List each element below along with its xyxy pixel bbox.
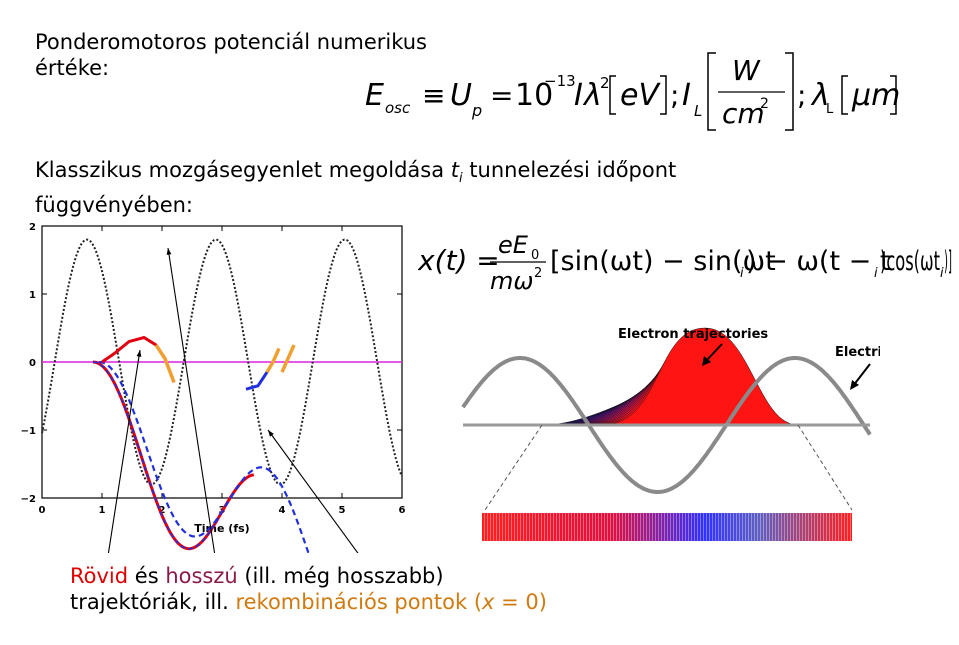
f1-semi2: ; [797,79,806,112]
f1-Lsub: L [694,102,702,120]
heading2-sub-i: i [459,171,463,187]
heading1-line1: Ponderomotoros potenciál numerikus [35,30,427,54]
recombination-long [280,344,296,373]
f1-um: μm [851,78,900,113]
f1-IL: I [682,78,691,113]
label-electric-field: Electric field [835,345,880,360]
f1-semi1: ; [670,79,679,112]
caption: Rövid és hosszú (ill. még hosszabb) traj… [70,563,547,615]
arrowhead-trajectories [702,356,711,366]
f1-cmexp: 2 [760,96,769,112]
heading2-text-a: Klasszikus mozgásegyenlet megoldása [35,158,451,182]
arrow-short [107,349,141,553]
formula-ponderomotive: E osc ≡ U p = 10 −13 I λ 2 eV ; I L W cm… [365,52,900,131]
f1-p: p [471,101,482,120]
f1-sq: 2 [600,74,610,92]
f2-num: eE [498,231,529,259]
f2-rest2b: )cos(ωt [880,246,940,277]
f1-eq: = [490,79,513,112]
f2-lhs: x(t) = [418,244,500,277]
f1-lambdaL: λ [810,78,830,113]
heading2-t: t [450,158,459,182]
caption-hosszu: hosszú [165,564,238,588]
series-long-red [92,360,255,551]
recombination-mid [265,347,281,374]
caption-line2a: trajektóriák, ill. [70,590,236,614]
arrow-longer-head [268,430,274,437]
y-tick-label: −1 [21,426,36,437]
x-tick-label: 1 [99,505,106,516]
series-field-dotted [41,238,403,486]
f1-lambda: λ [582,78,602,113]
f2-sub-i2: i [874,266,878,281]
f1-E: E [365,78,384,113]
f1-Lsub2: L [826,102,834,117]
f1-eV: eV [620,78,661,113]
f1-10: 10 [515,78,553,113]
heading2-line2: függvényében: [35,193,194,218]
f2-sub-i3: i [940,266,944,281]
heading-ponderomotive: Ponderomotoros potenciál numerikus érték… [35,29,427,81]
trajectory-diagram: Electron trajectories Electric field [461,327,880,541]
caption-line2: trajektóriák, ill. rekombinációs pontok … [70,589,547,615]
x-tick-label: 2 [159,505,166,516]
zoom-line-right [797,424,853,511]
caption-rekomb: rekombinációs pontok ( [235,590,483,614]
f2-bracket: [sin(ωt) − sin(ωt [550,246,776,277]
caption-line1: Rövid és hosszú (ill. még hosszabb) [70,563,547,589]
heading1-line2: értéke: [35,56,110,80]
arrowhead-field [850,380,859,390]
f1-cm: cm [722,97,765,130]
caption-rovid: Rövid [70,564,129,588]
recombination-short [154,344,176,384]
y-tick-label: −2 [21,494,36,505]
caption-rest1: (ill. még hosszabb) [237,564,444,588]
f2-rest3: )] [944,246,952,277]
f1-U: U [450,78,472,113]
y-tick-label: 2 [29,222,36,233]
electric-field-wave [461,356,872,494]
heading2-line1: Klasszikus mozgásegyenlet megoldása ti t… [35,157,676,192]
f2-num-sub: 0 [531,248,539,263]
label-electron-trajectories: Electron trajectories [618,327,768,342]
y-tick-label: 1 [29,290,36,301]
f2-rest1: ) − ω(t − t [746,246,890,277]
recombination-strip-lines [482,513,852,541]
f1-exp: −13 [544,72,576,90]
f1-osc: osc [385,99,411,117]
heading2-text-b: tunnelezési időpont [462,158,677,182]
y-tick-label: 0 [29,358,36,369]
x-tick-label: 0 [39,505,46,516]
arrow-long-head [166,248,172,255]
f1-W: W [732,54,761,87]
f1-I: I [574,78,583,113]
heading-classical-motion: Klasszikus mozgásegyenlet megoldása ti t… [35,157,676,218]
arrow-long [167,247,216,553]
recombination-mid-blue [245,371,269,391]
caption-eq0: = 0) [494,590,547,614]
f2-den: mω [490,267,533,295]
x-tick-label: 6 [399,505,406,516]
arrow-field [852,363,871,387]
arrow-short-head [136,350,142,357]
x-tick-label: 4 [279,505,286,516]
f1-equiv: ≡ [422,79,445,112]
arrow-trajectories [704,343,723,363]
f2-sub-i1: i [740,266,744,281]
caption-x: x [482,590,495,614]
trajectory-band [601,327,799,426]
arrow-longer [267,429,359,553]
series-long-blue-overlay [92,361,223,550]
zoom-line-left [484,424,543,511]
x-tick-label: 5 [339,505,346,516]
caption-es: és [128,564,166,588]
f2-den-exp: 2 [534,266,542,281]
formula-trajectory: x(t) = eE 0 mω 2 [sin(ωt) − sin(ωt i ) −… [418,231,952,295]
series-blue-dashed [98,360,310,553]
